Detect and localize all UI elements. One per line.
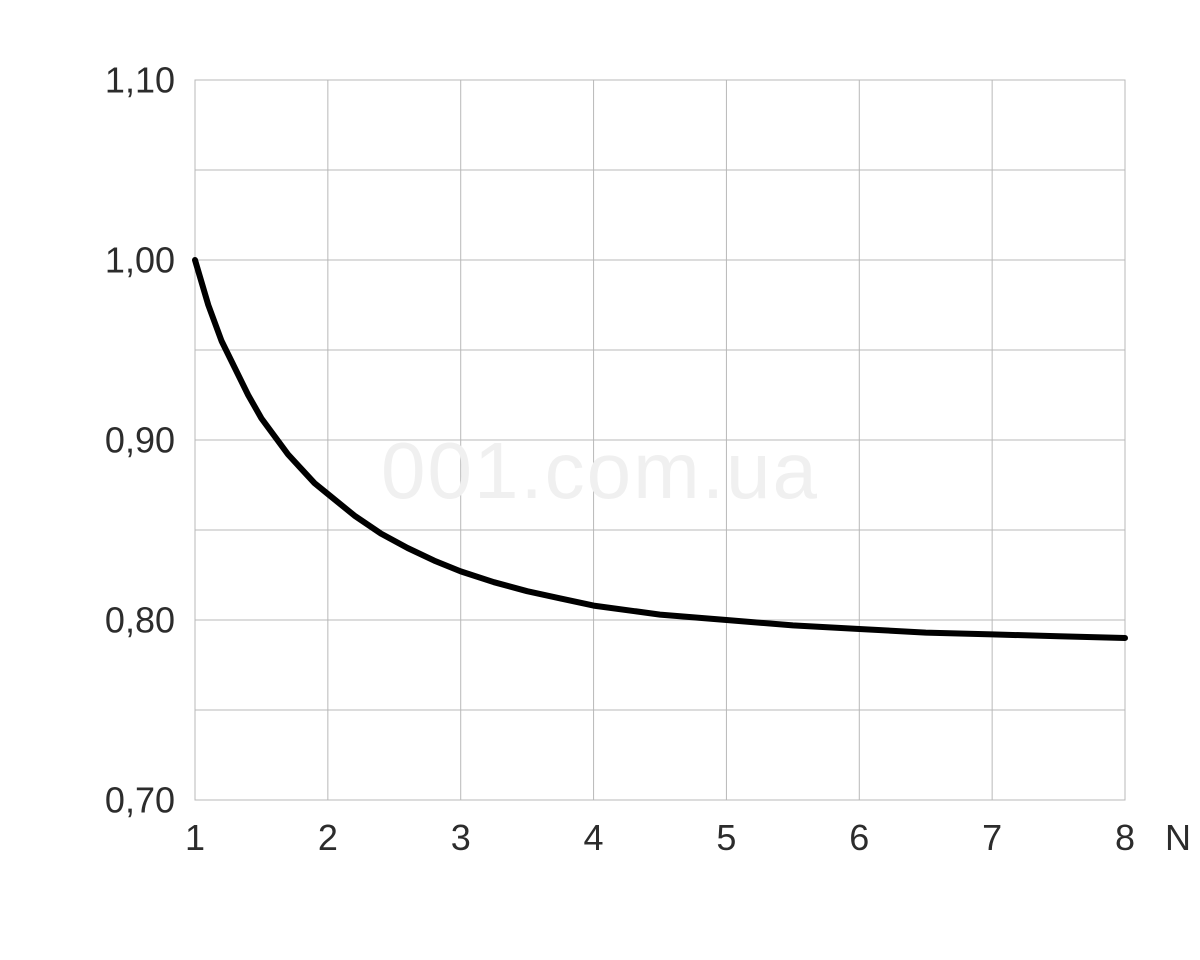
x-tick-label: 4	[584, 817, 604, 858]
y-tick-label: 1,10	[105, 60, 175, 101]
y-tick-label: 0,90	[105, 420, 175, 461]
x-axis-label: N	[1165, 817, 1191, 858]
x-tick-label: 6	[849, 817, 869, 858]
x-tick-label: 2	[318, 817, 338, 858]
x-tick-label: 5	[716, 817, 736, 858]
x-tick-label: 3	[451, 817, 471, 858]
y-tick-label: 0,80	[105, 600, 175, 641]
y-tick-label: 0,70	[105, 780, 175, 821]
x-tick-label: 7	[982, 817, 1002, 858]
line-chart: 0,70 0,80 0,90 1,00 1,10 1 2 3 4 5 6 7 8N	[0, 0, 1200, 960]
x-tick-label: 8	[1115, 817, 1135, 858]
x-tick-label: 1	[185, 817, 205, 858]
y-tick-label: 1,00	[105, 240, 175, 281]
chart-container: 001.com.ua 0,700,800,901,001,1012345678N	[0, 0, 1200, 960]
